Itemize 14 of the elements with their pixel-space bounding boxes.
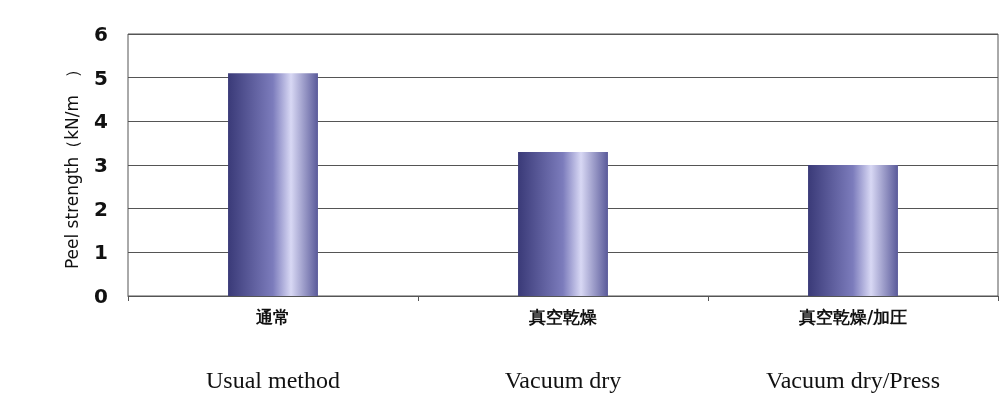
y-tick-label: 4 [94, 109, 108, 134]
category-label: 真空乾燥 Vacuum dry [504, 306, 622, 393]
bar [518, 151, 608, 296]
y-axis-title: Peel strength（kN/m ） [61, 60, 82, 270]
category-label: 真空乾燥/加圧 Vacuum dry/Press [766, 306, 940, 393]
y-tick-label: 0 [94, 284, 108, 308]
y-tick-label: 2 [94, 196, 108, 221]
category-label: 通常 Usual method [206, 306, 340, 393]
bar [808, 165, 898, 296]
bar [228, 73, 318, 296]
y-tick-label: 5 [94, 65, 108, 90]
y-tick-label: 3 [94, 153, 108, 177]
y-tick-label: 6 [94, 22, 108, 46]
y-tick-label: 1 [94, 240, 108, 265]
